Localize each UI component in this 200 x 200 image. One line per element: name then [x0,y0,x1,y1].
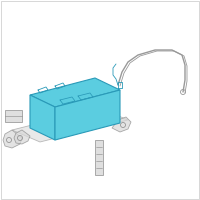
Polygon shape [55,90,120,140]
Polygon shape [96,105,114,120]
Polygon shape [30,78,120,107]
Polygon shape [95,140,103,175]
Polygon shape [14,130,30,144]
Polygon shape [12,108,128,142]
Polygon shape [30,95,55,140]
Polygon shape [3,130,22,148]
Polygon shape [5,110,22,122]
Polygon shape [112,117,131,132]
